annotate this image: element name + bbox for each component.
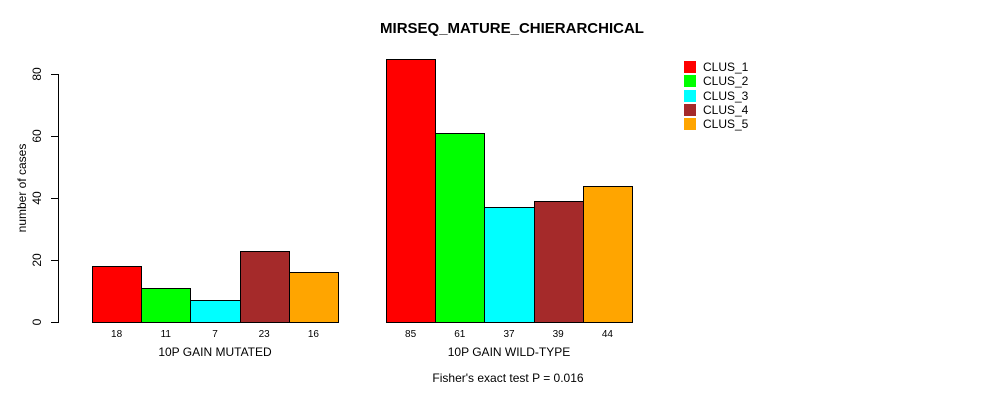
- y-tick-label: 40: [30, 191, 44, 205]
- legend-label: CLUS_3: [703, 88, 749, 103]
- bar-value-label: 23: [258, 329, 270, 340]
- annotation-text: Fisher's exact test P = 0.016: [432, 371, 584, 385]
- bar-value-label: 61: [454, 329, 466, 340]
- y-tick: [51, 198, 58, 199]
- y-axis-line: [58, 74, 59, 323]
- bar-value-label: 18: [111, 329, 123, 340]
- x-group-label: 10P GAIN MUTATED: [158, 345, 272, 359]
- chart-title: MIRSEQ_MATURE_CHIERARCHICAL: [380, 20, 644, 37]
- y-axis-label: number of cases: [15, 143, 29, 233]
- bar: [533, 201, 584, 323]
- bar-value-label: 39: [552, 329, 564, 340]
- bar: [141, 287, 192, 323]
- bar: [435, 132, 486, 323]
- y-tick-label: 80: [30, 67, 44, 81]
- bar: [190, 300, 241, 323]
- legend-label: CLUS_4: [703, 102, 749, 117]
- bar-value-label: 16: [307, 329, 319, 340]
- y-tick-label: 60: [30, 129, 44, 143]
- bar: [239, 250, 290, 323]
- y-tick-label: 0: [30, 318, 44, 326]
- x-group-label: 10P GAIN WILD-TYPE: [447, 345, 571, 359]
- bar: [484, 207, 535, 323]
- legend-label: CLUS_1: [703, 60, 749, 74]
- legend-label: CLUS_2: [703, 74, 749, 89]
- y-tick: [51, 322, 58, 323]
- y-tick: [51, 136, 58, 137]
- bar-value-label: 11: [160, 329, 171, 340]
- bar: [92, 266, 143, 323]
- legend-swatch: [684, 118, 696, 131]
- legend-swatch: [684, 75, 696, 88]
- legend-label: CLUS_5: [703, 117, 749, 132]
- y-tick: [51, 260, 58, 261]
- y-tick: [51, 74, 58, 75]
- bar-value-label: 44: [601, 329, 613, 340]
- bar-value-label: 37: [503, 329, 515, 340]
- bar: [288, 272, 339, 323]
- y-tick-label: 20: [30, 253, 44, 267]
- bar: [386, 58, 437, 323]
- legend-swatch: [684, 61, 696, 73]
- bar: [582, 185, 633, 323]
- legend-swatch: [684, 103, 696, 116]
- legend-swatch: [684, 89, 696, 102]
- bar-value-label: 85: [405, 329, 417, 340]
- bar-value-label: 7: [212, 329, 218, 340]
